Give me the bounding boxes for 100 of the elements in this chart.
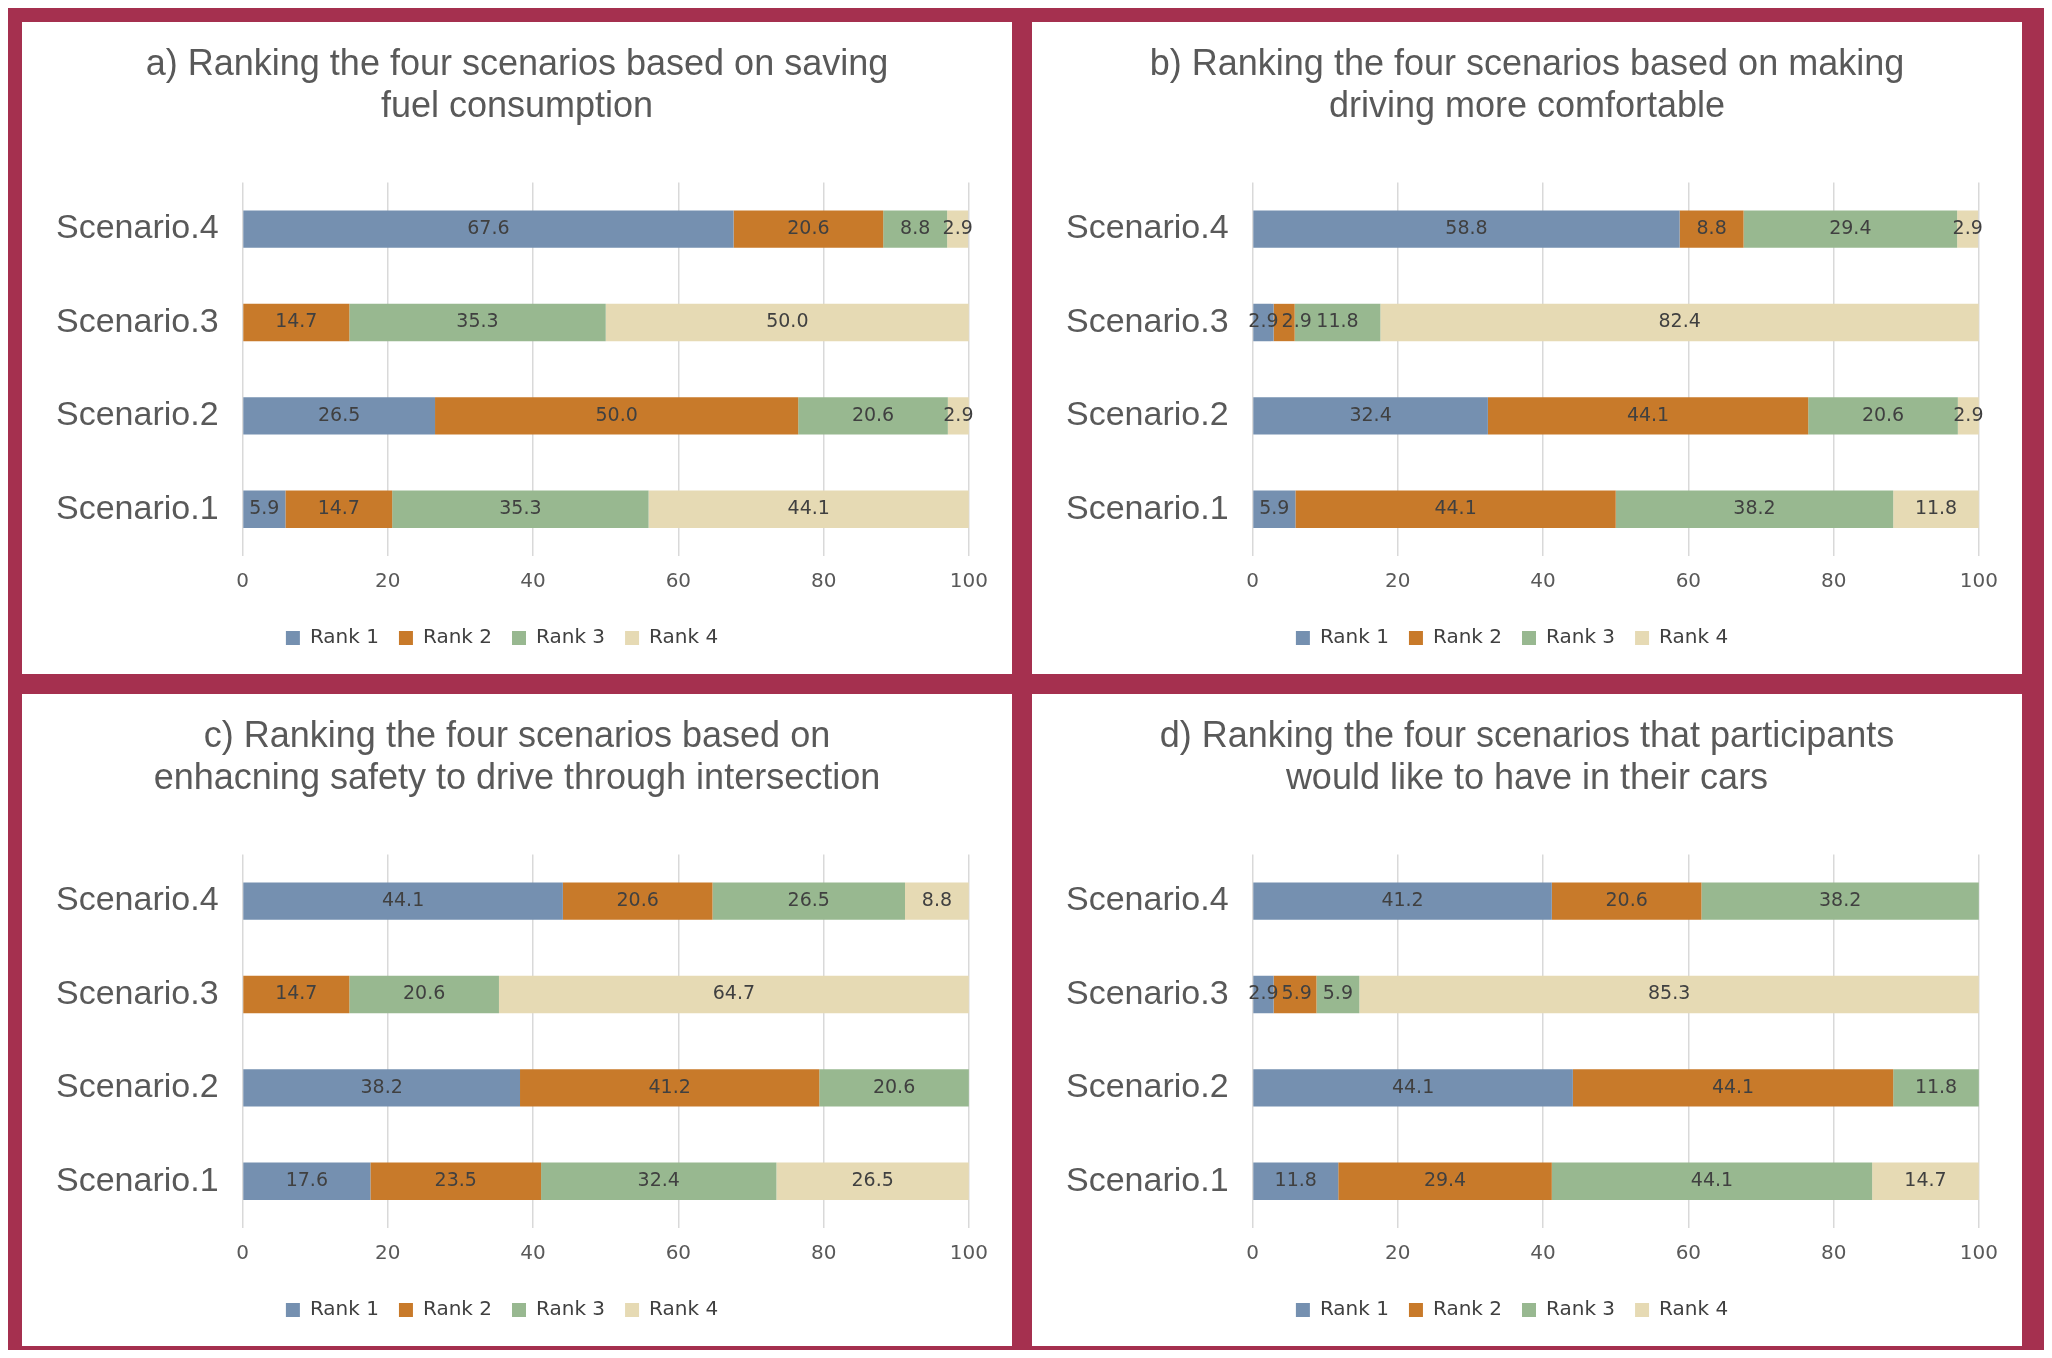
- x-tick-label: 100: [949, 568, 989, 593]
- legend-label: Rank 4: [649, 1296, 719, 1321]
- bar: [733, 210, 884, 248]
- legend-label: Rank 2: [1432, 1296, 1503, 1321]
- data-label: 5.9: [1259, 496, 1290, 519]
- x-tick-label: 0: [1246, 568, 1259, 593]
- bar: [1338, 1162, 1552, 1200]
- x-tick-label: 40: [1530, 568, 1556, 593]
- bar: [1701, 882, 1979, 920]
- data-label: 64.7: [712, 981, 756, 1004]
- x-tick-label: 20: [375, 1240, 401, 1265]
- y-tick-label: Scenario.4: [1066, 879, 1229, 918]
- x-tick-label: 80: [810, 1240, 837, 1265]
- y-tick-label: Scenario.3: [1066, 972, 1229, 1011]
- bar: [541, 1162, 777, 1200]
- x-tick-label: 100: [949, 1240, 989, 1265]
- y-tick-label: Scenario.1: [1066, 1159, 1229, 1198]
- data-label: 58.8: [1445, 216, 1488, 239]
- data-label: 20.6: [402, 981, 446, 1004]
- data-label: 50.0: [595, 402, 638, 425]
- data-label: 35.3: [499, 496, 542, 519]
- y-tick-label: Scenario.1: [1066, 487, 1229, 526]
- legend-label: Rank 1: [309, 1296, 379, 1321]
- bar: [1253, 882, 1552, 920]
- data-label: 44.1: [1690, 1168, 1734, 1191]
- legend-label: Rank 2: [422, 1296, 493, 1321]
- bar: [498, 975, 969, 1014]
- data-label: 11.8: [1914, 496, 1958, 519]
- data-label: 29.4: [1829, 216, 1872, 239]
- data-label: 26.5: [787, 888, 830, 911]
- bar: [243, 975, 350, 1014]
- data-label: 20.6: [872, 1074, 916, 1097]
- x-tick-label: 0: [236, 1240, 249, 1265]
- bar: [1359, 975, 1979, 1014]
- data-label: 2.9: [1952, 216, 1983, 239]
- bar: [1872, 1162, 1979, 1200]
- data-label: 32.4: [1349, 402, 1392, 425]
- data-label: 38.2: [1819, 888, 1862, 911]
- data-label: 14.7: [1904, 1168, 1947, 1191]
- data-label: 44.1: [1434, 496, 1477, 519]
- bar: [243, 1162, 371, 1200]
- bar: [1551, 1162, 1873, 1200]
- chart-title: b) Ranking the four scenarios based on making driving more comfortable: [1148, 42, 1906, 127]
- data-label: 41.2: [1381, 888, 1424, 911]
- data-label: 50.0: [766, 309, 809, 332]
- y-tick-label: Scenario.3: [1066, 300, 1229, 339]
- data-label: 8.8: [1696, 216, 1727, 239]
- data-label: 67.6: [467, 216, 510, 239]
- bar: [904, 882, 969, 920]
- legend-label: Rank 2: [422, 624, 493, 649]
- legend-label: Rank 2: [1432, 624, 1503, 649]
- data-label: 41.2: [648, 1074, 691, 1097]
- bar: [1295, 490, 1616, 528]
- x-tick-label: 40: [520, 1240, 546, 1265]
- y-tick-label: Scenario.4: [56, 207, 219, 246]
- data-label: 5.9: [249, 496, 280, 519]
- bar: [819, 1069, 969, 1107]
- bar: [1253, 1069, 1573, 1107]
- data-label: 29.4: [1423, 1168, 1467, 1191]
- data-label: 82.4: [1658, 309, 1701, 332]
- data-label: 26.5: [318, 402, 361, 425]
- bar: [435, 397, 799, 435]
- data-label: 44.1: [1626, 402, 1670, 425]
- bar: [1380, 303, 1979, 342]
- data-label: 14.7: [317, 496, 360, 519]
- y-tick-label: Scenario.4: [56, 879, 219, 918]
- chart-title: d) Ranking the four scenarios that participants would like to have in their cars: [1158, 714, 1896, 799]
- data-label: 44.1: [787, 496, 830, 519]
- bar: [349, 975, 499, 1014]
- y-tick-label: Scenario.1: [56, 487, 219, 526]
- legend-label: Rank 3: [1546, 1296, 1616, 1321]
- data-label: 2.9: [1953, 402, 1984, 425]
- data-label: 32.4: [637, 1168, 680, 1191]
- data-label: 2.9: [942, 216, 973, 239]
- bar: [712, 882, 905, 920]
- data-label: 85.3: [1647, 981, 1691, 1004]
- bar: [370, 1162, 542, 1200]
- data-label: 44.1: [1391, 1074, 1435, 1097]
- bar: [1615, 490, 1894, 528]
- legend-label: Rank 3: [536, 1296, 606, 1321]
- bar: [520, 1069, 820, 1107]
- x-tick-label: 80: [1820, 1240, 1847, 1265]
- bar: [605, 303, 969, 342]
- data-label: 11.8: [1316, 309, 1359, 332]
- bar: [1679, 210, 1744, 248]
- x-tick-label: 20: [1385, 568, 1411, 593]
- y-tick-label: Scenario.2: [56, 1066, 219, 1105]
- bar: [1893, 490, 1979, 528]
- bar: [392, 490, 649, 528]
- bar: [1893, 1069, 1979, 1107]
- data-label: 14.7: [275, 981, 318, 1004]
- bar: [1551, 882, 1702, 920]
- data-label: 20.6: [787, 216, 830, 239]
- legend-label: Rank 4: [649, 624, 719, 649]
- y-tick-label: Scenario.2: [1066, 394, 1229, 433]
- data-label: 38.2: [1733, 496, 1776, 519]
- data-label: 20.6: [1605, 888, 1648, 911]
- data-label: 20.6: [851, 402, 895, 425]
- data-label: 17.6: [285, 1168, 328, 1191]
- x-tick-label: 20: [1385, 1240, 1411, 1265]
